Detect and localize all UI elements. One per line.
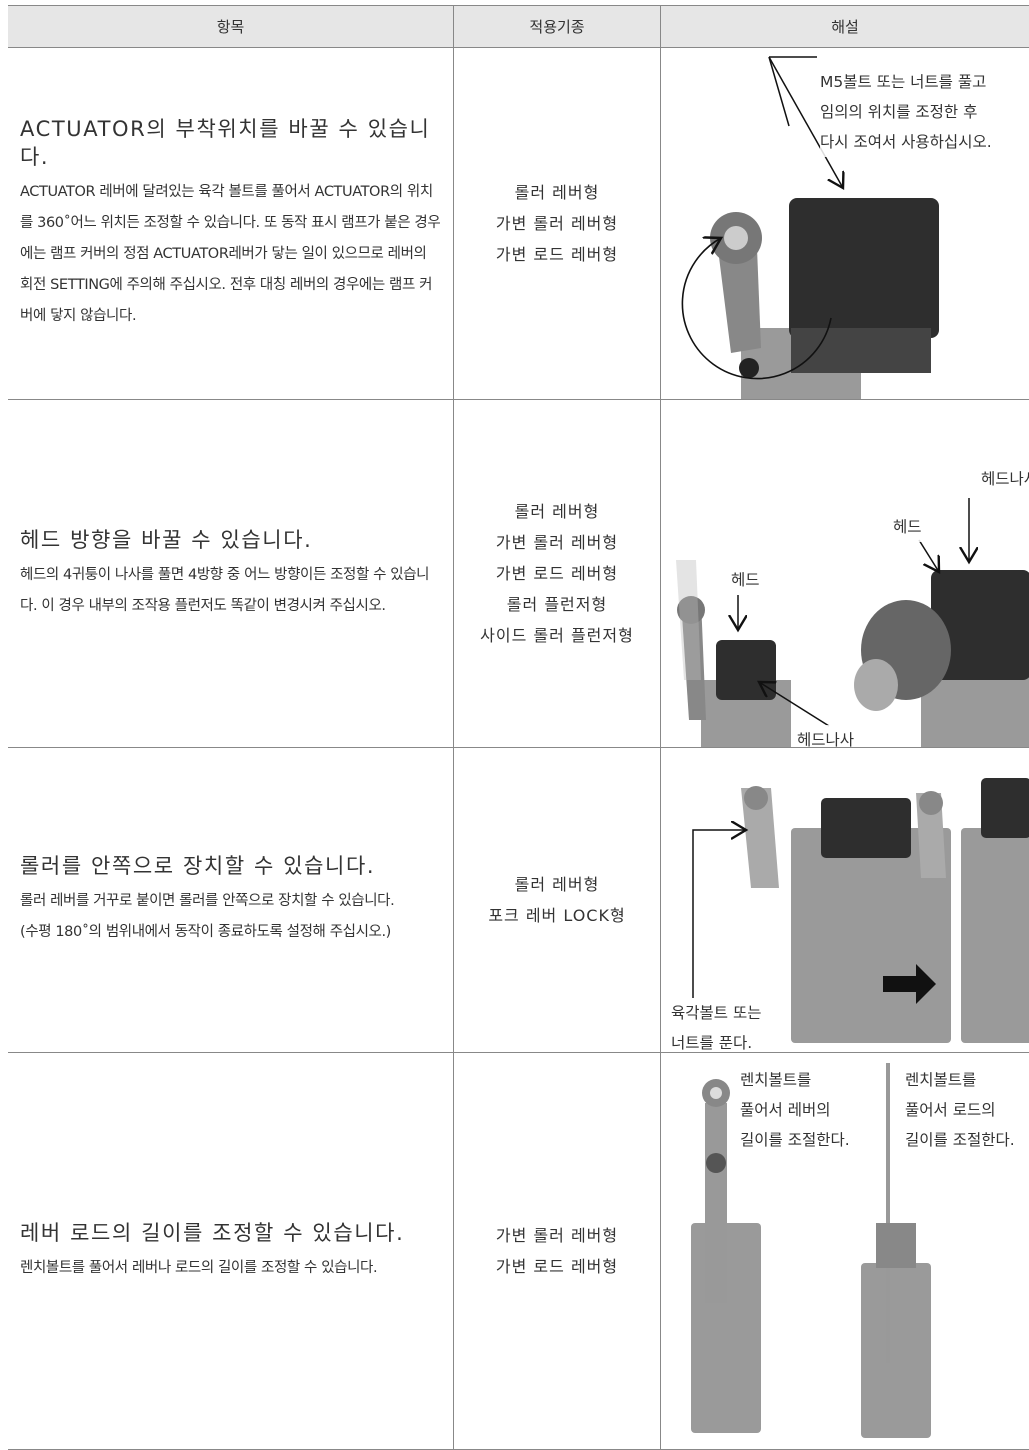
drawing-shape [916, 793, 946, 878]
annotation-line: 풀어서 레버의 [740, 1101, 831, 1119]
annotation-line: M5볼트 또는 너트를 풀고 [820, 73, 987, 91]
illustration-cell: 헤드나사헤드헤드헤드나사 [661, 400, 1029, 748]
annotation-line: 헤드나사 [981, 470, 1029, 488]
drawing-shape [768, 56, 843, 188]
illustration [681, 56, 939, 399]
drawing-shape [710, 1087, 722, 1099]
drawing-shape [791, 328, 931, 373]
drawing-shape [854, 659, 898, 711]
annotation-line: 다시 조여서 사용하십시오. [820, 133, 992, 151]
model-name: 포크 레버 LOCK형 [488, 906, 626, 925]
item-cell: 롤러를 안쪽으로 장치할 수 있습니다. 롤러 레버를 거꾸로 붙이면 롤러를 안… [8, 748, 453, 1053]
drawing-shape [931, 570, 1029, 680]
drawing-shape [705, 1103, 727, 1303]
annotation-line: 헤드 [893, 518, 922, 536]
annotation-line: 길이를 조절한다. [740, 1131, 850, 1149]
illustration [676, 498, 1029, 747]
drawing-shape [919, 791, 943, 815]
annotation-line: 풀어서 로드의 [905, 1101, 996, 1119]
item-cell: 레버 로드의 길이를 조정할 수 있습니다. 렌치볼트를 풀어서 레버나 로드의 … [8, 1053, 453, 1450]
drawing-shape [759, 682, 830, 727]
drawing-shape [961, 828, 1029, 1043]
item-cell: 헤드 방향을 바꿀 수 있습니다. 헤드의 4귀퉁이 나사를 풀면 4방향 중 어… [8, 400, 453, 748]
annotation-line: 너트를 푼다. [671, 1034, 753, 1052]
model-name: 가변 로드 레버형 [495, 1257, 619, 1276]
annotation: 헤드나사 [797, 725, 855, 748]
drawing-shape [918, 539, 939, 572]
item-title: ACTUATOR의 부착위치를 바꿀 수 있습니다. [20, 117, 431, 169]
model-name: 가변 로드 레버형 [495, 245, 619, 264]
item-description: ACTUATOR 레버에 달려있는 육각 볼트를 풀어서 ACTUATOR의 위… [20, 184, 441, 324]
drawing-shape [744, 786, 768, 810]
drawing-shape [981, 778, 1029, 838]
model-name: 가변 롤러 레버형 [495, 214, 619, 233]
illustration-cell: 렌치볼트를 풀어서 레버의 길이를 조절한다. 렌치볼트를 풀어서 로드의 길이를 조절한… [661, 1053, 1029, 1450]
drawing-shape [692, 830, 746, 998]
annotation-line: 임의의 위치를 조정한 후 [820, 103, 978, 121]
drawing-shape [821, 798, 911, 858]
item-title: 레버 로드의 길이를 조정할 수 있습니다. [20, 1220, 405, 1245]
drawing-shape [681, 238, 832, 380]
item-description: 롤러 레버를 거꾸로 붙이면 롤러를 안쪽으로 장치할 수 있습니다. (수평 … [20, 893, 395, 940]
annotation-line: 육각볼트 또는 [671, 1004, 762, 1022]
drawing-shape [789, 198, 939, 338]
model-name: 가변 롤러 레버형 [495, 1226, 619, 1245]
model-name: 가변 로드 레버형 [495, 564, 619, 583]
annotation-line: 렌치볼트를 [740, 1071, 812, 1089]
model-name: 롤러 레버형 [514, 183, 600, 202]
annotation-line: 렌치볼트를 [905, 1071, 977, 1089]
model-name: 롤러 레버형 [514, 875, 600, 894]
header-cell: 해설 [661, 5, 1029, 48]
drawing-shape [886, 1063, 890, 1363]
item-description: 렌치볼트를 풀어서 레버나 로드의 길이를 조정할 수 있습니다. [20, 1259, 378, 1276]
drawing-shape [741, 788, 779, 888]
annotation-line: 길이를 조절한다. [905, 1131, 1015, 1149]
model-name: 롤러 플런저형 [506, 595, 608, 614]
illustration [692, 778, 1029, 1043]
drawing-shape [724, 226, 748, 250]
annotation: 헤드 [731, 565, 760, 595]
drawing-shape [876, 1223, 916, 1268]
model-name: 사이드 롤러 플런저형 [480, 626, 634, 645]
model-name: 롤러 레버형 [514, 502, 600, 521]
drawing-shape [681, 600, 706, 720]
item-title: 롤러를 안쪽으로 장치할 수 있습니다. [20, 854, 376, 878]
item-title: 헤드 방향을 바꿀 수 있습니다. [20, 527, 313, 552]
drawing-shape [677, 596, 705, 624]
annotation-line: 헤드 [731, 571, 760, 589]
drawing-shape [883, 964, 936, 1004]
item-cell: ACTUATOR의 부착위치를 바꿀 수 있습니다. ACTUATOR 레버에 달… [8, 48, 453, 400]
header-cell: 적용기종 [453, 5, 661, 48]
drawing-shape [861, 1263, 931, 1438]
annotation: 헤드 [893, 512, 922, 542]
drawing-shape [676, 560, 701, 680]
drawing-shape [706, 1153, 726, 1173]
annotation-line: 헤드나사 [797, 731, 855, 748]
drawing-shape [768, 56, 790, 127]
annotation: 헤드나사 [981, 464, 1029, 494]
illustration [691, 1063, 931, 1438]
model-name: 가변 롤러 레버형 [495, 533, 619, 552]
item-description: 헤드의 4귀퉁이 나사를 풀면 4방향 중 어느 방향이든 조정할 수 있습니다… [20, 566, 430, 614]
header-cell: 항목 [8, 5, 453, 48]
drawing-shape [716, 640, 776, 700]
drawing-shape [739, 358, 759, 378]
